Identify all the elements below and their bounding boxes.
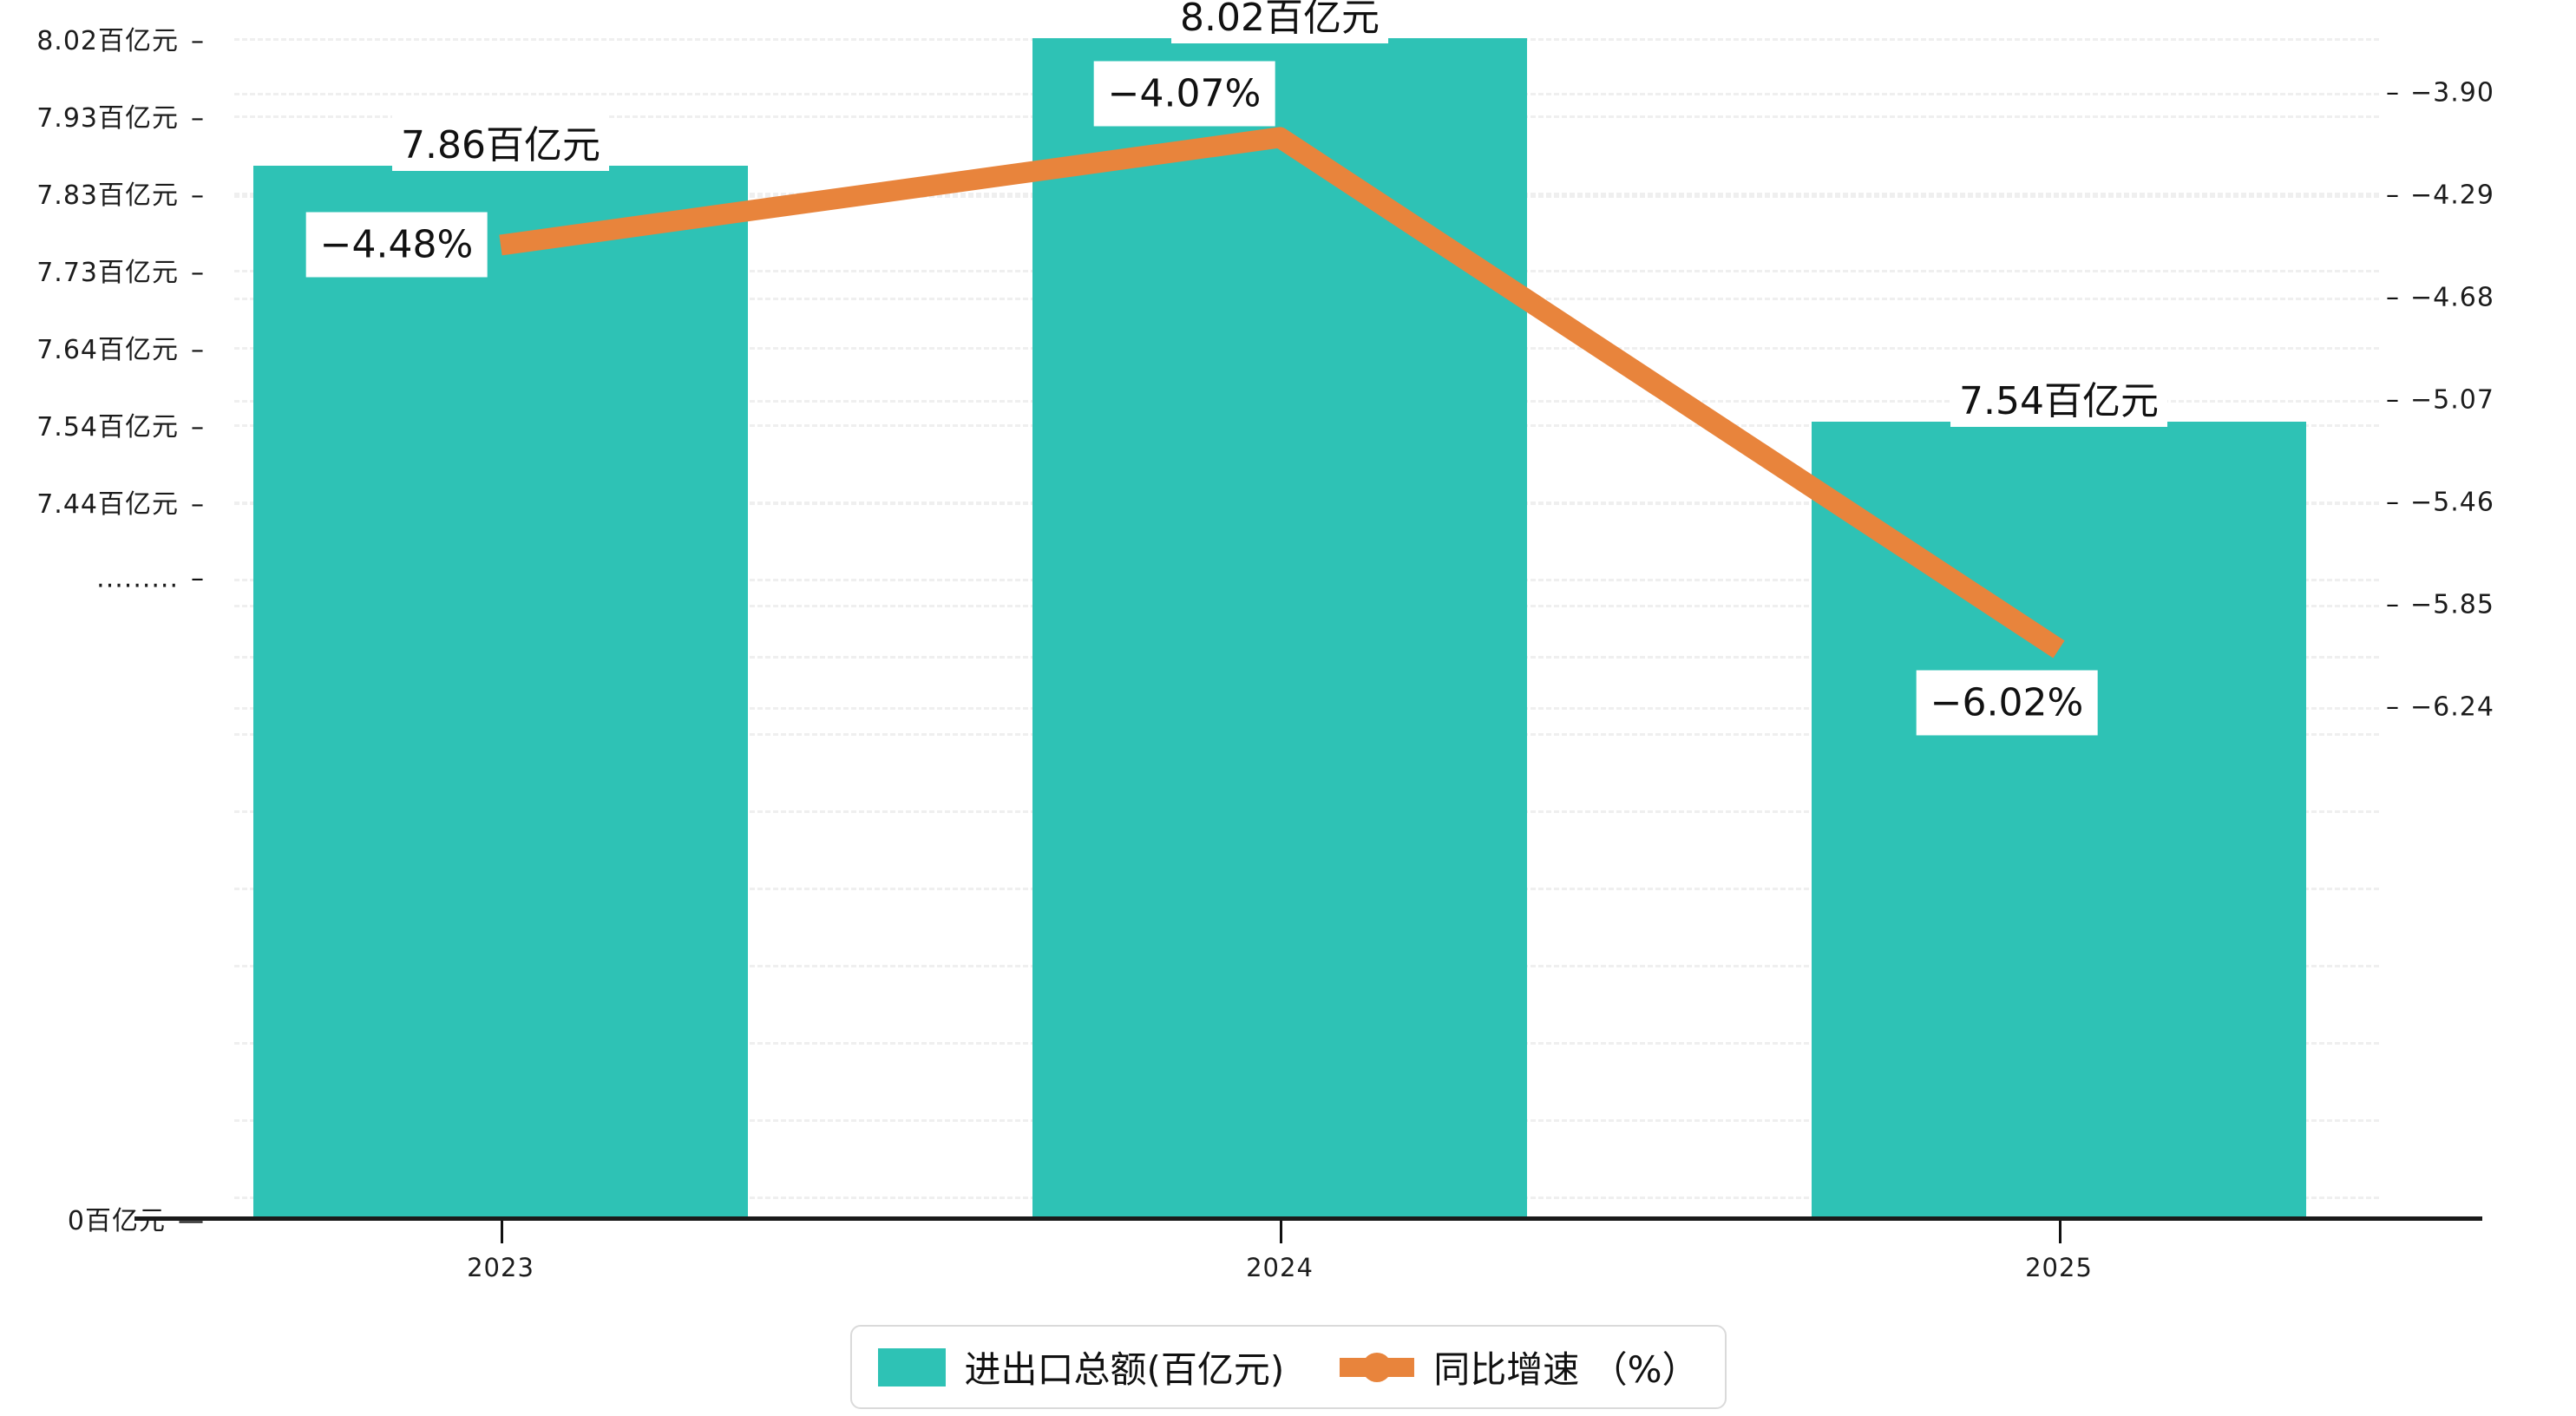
bar-value-label: 7.86百亿元 (392, 112, 609, 172)
legend-item-bar[interactable]: 进出口总额(百亿元) (877, 1341, 1284, 1393)
y-axis-right-tick-label: – −5.85 (2386, 589, 2494, 620)
bar[interactable] (1812, 421, 2306, 1218)
y-axis-right-tick-label: – −6.24 (2386, 692, 2494, 723)
chart-legend[interactable]: 进出口总额(百亿元) 同比增速 （%） (849, 1325, 1727, 1409)
y-axis-left-tick-label: 8.02百亿元 – (36, 26, 205, 56)
legend-item-label: 进出口总额(百亿元) (964, 1348, 1285, 1391)
x-axis-tick-mark (2059, 1221, 2061, 1243)
y-axis-right-tick-label: – −4.68 (2386, 282, 2494, 313)
x-axis-tick-label: 2024 (1246, 1253, 1314, 1282)
y-axis-left-tick-label: 7.64百亿元 – (36, 335, 205, 365)
x-axis-tick-mark (1280, 1221, 1282, 1243)
x-axis-line (134, 1216, 2482, 1221)
line-value-label: −4.07% (1093, 61, 1275, 127)
bar-value-label: 7.54百亿元 (1950, 367, 2167, 427)
bar[interactable] (253, 166, 748, 1218)
y-axis-left-tick-label: 0百亿元 — (67, 1206, 205, 1236)
legend-bar-swatch-icon (877, 1347, 946, 1386)
y-axis-right-tick-label: – −4.29 (2386, 180, 2494, 211)
y-axis-left-tick-label: ......... – (96, 563, 205, 594)
x-axis-tick-label: 2023 (467, 1253, 534, 1282)
y-axis-left-tick-label: 7.83百亿元 – (36, 180, 205, 211)
legend-line-marker-icon (1340, 1352, 1415, 1382)
y-axis-left-tick-label: 7.44百亿元 – (36, 489, 205, 520)
x-axis-tick-mark (501, 1221, 503, 1243)
legend-item-line[interactable]: 同比增速 （%） (1340, 1341, 1699, 1393)
y-axis-left-tick-label: 7.93百亿元 – (36, 103, 205, 134)
y-axis-left-tick-label: 7.54百亿元 – (36, 412, 205, 442)
y-axis-right-tick-label: – −5.46 (2386, 487, 2494, 518)
bar[interactable] (1032, 38, 1527, 1218)
line-value-label: −4.48% (305, 212, 488, 278)
y-axis-right-tick-label: – −3.90 (2386, 77, 2494, 108)
x-axis-tick-label: 2025 (2025, 1253, 2093, 1282)
y-axis-left-tick-label: 7.73百亿元 – (36, 258, 205, 288)
bar-value-label: 8.02百亿元 (1171, 0, 1388, 43)
y-axis-right-tick-label: – −5.07 (2386, 384, 2494, 416)
legend-item-label: 同比增速 （%） (1433, 1348, 1699, 1391)
line-value-label: −6.02% (1916, 670, 2098, 736)
